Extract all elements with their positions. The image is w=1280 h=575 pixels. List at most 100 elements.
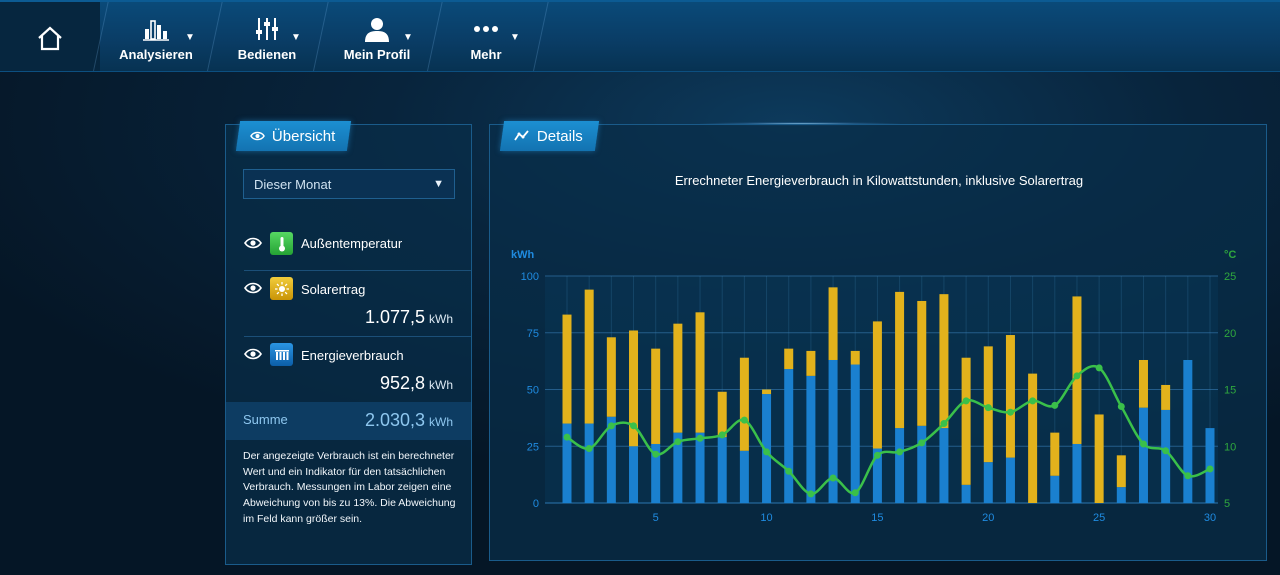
bar-solar xyxy=(1094,414,1104,503)
sum-row: Summe 2.030,3 kWh xyxy=(226,402,471,440)
temperature-point xyxy=(674,438,682,446)
x-tick-label: 20 xyxy=(982,512,994,524)
bar-consumption xyxy=(1050,475,1060,503)
bar-solar xyxy=(695,312,705,433)
bar-solar xyxy=(917,300,927,426)
bar-consumption xyxy=(584,423,594,503)
temperature-point xyxy=(1073,372,1081,380)
legend-label: Außentemperatur xyxy=(301,236,403,251)
y2-tick-label: 10 xyxy=(1224,441,1236,453)
temperature-point xyxy=(896,448,904,456)
bar-solar xyxy=(961,357,971,485)
bar-solar xyxy=(806,350,816,376)
energy-chart: 0 25 50 75 100 5 10 15 20 25 kWh °C 5 10 15 20 25 30 xyxy=(511,249,1236,524)
temperature-point xyxy=(740,416,748,424)
chevron-down-icon: ▼ xyxy=(185,32,195,43)
bar-solar xyxy=(629,330,639,447)
temperature-point xyxy=(940,420,948,428)
details-tab-label: Details xyxy=(537,127,583,145)
eye-toggle-icon[interactable] xyxy=(244,348,262,360)
y2-tick-label: 15 xyxy=(1224,385,1236,397)
bar-consumption xyxy=(651,443,661,503)
bar-consumption xyxy=(828,359,838,503)
bar-solar xyxy=(562,314,572,424)
temperature-point xyxy=(1051,401,1059,409)
bar-solar xyxy=(717,391,727,438)
x-tick-label: 30 xyxy=(1204,512,1216,524)
radiator-icon xyxy=(274,349,289,360)
bar-consumption xyxy=(917,425,927,503)
bar-consumption xyxy=(1138,407,1148,503)
top-navigation-bar: Analysieren ▼ Bedienen ▼ Mein Profil ▼ xyxy=(0,0,1280,72)
bar-consumption xyxy=(695,432,705,503)
bar-consumption xyxy=(606,416,616,503)
home-icon xyxy=(38,26,62,51)
temperature-point xyxy=(1162,447,1170,455)
nav-item-mehr[interactable]: Mehr ▼ xyxy=(430,2,542,71)
temperature-point xyxy=(829,474,837,482)
temperature-point xyxy=(873,451,881,459)
eye-toggle-icon[interactable] xyxy=(244,237,262,249)
more-dots-icon xyxy=(474,26,498,32)
bar-solar xyxy=(939,294,949,429)
nav-label: Bedienen xyxy=(237,47,297,62)
temperature-point xyxy=(585,445,593,453)
bar-consumption xyxy=(939,428,949,503)
home-button[interactable] xyxy=(0,2,100,71)
bar-consumption xyxy=(562,423,572,503)
temperature-point xyxy=(1206,465,1214,473)
bar-consumption xyxy=(717,437,727,503)
bar-solar xyxy=(1072,296,1082,444)
y-tick-label: 50 xyxy=(527,385,539,397)
bar-solar xyxy=(762,389,772,395)
overview-panel: Übersicht Dieser Monat ▼ Außentemperatur xyxy=(225,121,472,565)
bar-consumption xyxy=(1116,487,1126,503)
nav-label: Analysieren xyxy=(119,47,193,62)
details-tab[interactable]: Details xyxy=(499,121,599,151)
bar-consumption xyxy=(1161,409,1171,503)
eye-toggle-icon[interactable] xyxy=(244,282,262,294)
temperature-point xyxy=(918,439,926,447)
overview-tab-label: Übersicht xyxy=(272,127,336,145)
divider xyxy=(244,270,471,271)
consumption-value: 952,8 kWh xyxy=(379,373,453,393)
nav-item-bedienen[interactable]: Bedienen ▼ xyxy=(211,2,323,71)
chevron-down-icon: ▼ xyxy=(291,32,301,43)
bar-solar xyxy=(784,348,794,370)
temperature-point xyxy=(1029,397,1037,405)
divider xyxy=(244,336,471,337)
bar-solar xyxy=(872,321,882,449)
bar-consumption xyxy=(872,448,882,503)
legend-item-temperature: Außentemperatur xyxy=(226,230,471,270)
solar-badge xyxy=(270,277,293,300)
temperature-point xyxy=(1139,440,1147,448)
nav-item-mein-profil[interactable]: Mein Profil ▼ xyxy=(321,2,433,71)
chevron-down-icon: ▼ xyxy=(510,32,520,43)
temperature-point xyxy=(1006,408,1014,416)
x-tick-label: 10 xyxy=(760,512,772,524)
y-tick-label: 25 xyxy=(527,441,539,453)
y2-tick-label: 20 xyxy=(1224,328,1236,340)
temperature-point xyxy=(563,433,571,441)
x-tick-label: 25 xyxy=(1093,512,1105,524)
bar-solar xyxy=(850,350,860,365)
bar-solar xyxy=(1161,384,1171,410)
legend-label: Energieverbrauch xyxy=(301,348,404,363)
period-select[interactable]: Dieser Monat ▼ xyxy=(243,169,455,199)
solar-value: 1.077,5 kWh xyxy=(364,307,453,327)
temperature-point xyxy=(763,448,771,456)
eye-icon xyxy=(250,131,265,141)
overview-tab[interactable]: Übersicht xyxy=(235,121,352,151)
bar-solar xyxy=(1050,432,1060,476)
temperature-point xyxy=(718,431,726,439)
bar-consumption xyxy=(961,484,971,503)
nav-item-analysieren[interactable]: Analysieren ▼ xyxy=(100,2,212,71)
temperature-point xyxy=(984,404,992,412)
bar-consumption xyxy=(983,462,993,503)
sum-label: Summe xyxy=(243,412,288,427)
temperature-point xyxy=(652,450,660,458)
x-tick-label: 15 xyxy=(871,512,883,524)
bar-consumption xyxy=(784,369,794,503)
bar-solar xyxy=(1028,373,1038,503)
bar-consumption xyxy=(739,450,749,503)
